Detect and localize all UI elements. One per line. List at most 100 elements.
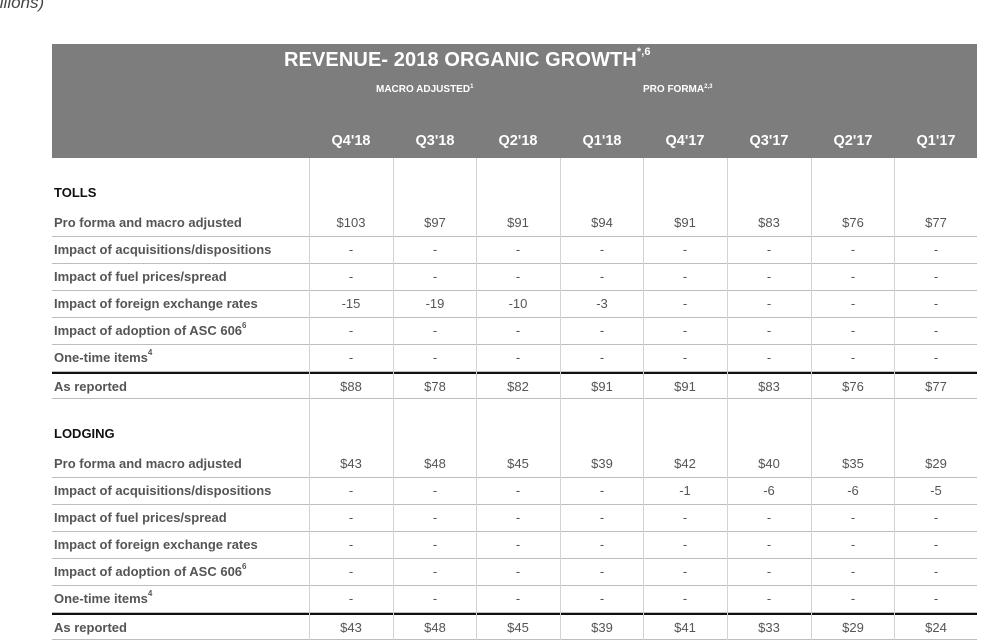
table-row: Impact of acquisitions/dispositions - - - - -… [52,478,977,505]
table-cell: - [348,564,354,579]
pro-forma-sup: 2,3 [704,84,713,90]
table-cell: - [515,483,521,498]
table-cell: $33 [758,620,780,635]
macro-label: MACRO ADJUSTED [376,84,471,95]
quarter-header: Q4'18 [331,133,371,149]
table-cell: - [432,269,438,284]
table-cell: -6 [763,483,775,498]
table-cell: - [515,242,521,257]
quarter-header: Q1'17 [916,133,956,149]
table-cell: $97 [424,215,446,230]
row-label-footnote: 6 [242,562,247,571]
table-cell: $83 [758,379,780,394]
table-row: Impact of adoption of ASC 6066 - - - - - - - - [52,318,977,345]
row-label-text: Impact of fuel prices/spread [54,269,227,284]
table-row: Impact of fuel prices/spread - - - - - - - - [52,505,977,532]
table-cell: - [850,242,856,257]
row-label-text: Impact of adoption of ASC 606 [54,323,243,338]
table-cell: - [515,510,521,525]
quarter-header: Q2'17 [833,133,873,149]
table-cell: $91 [507,215,529,230]
row-label-text: As reported [54,620,127,635]
table-cell: $24 [925,620,947,635]
units-note: illions) [0,0,45,12]
table-cell: - [348,537,354,552]
row-label-text: Pro forma and macro adjusted [54,456,242,471]
table-cell: - [682,296,688,311]
table-cell: $41 [674,620,696,635]
table-row: Pro forma and macro adjusted $43 $48 $45 $39… [52,451,977,478]
table-cell: - [766,296,772,311]
quarter-header: Q2'18 [498,133,538,149]
table-cell: $83 [758,215,780,230]
row-label-text: Impact of adoption of ASC 606 [54,564,243,579]
section-heading: LODGING [52,399,977,451]
row-label-text: As reported [54,379,127,394]
table-row: One-time items4 - - - - - - - - [52,345,977,372]
table-cell: - [682,510,688,525]
table-cell: - [933,510,939,525]
table-cell: - [766,350,772,365]
revenue-table: REVENUE- 2018 ORGANIC GROWTH*,6 MACRO AD… [52,44,977,640]
table-row: Impact of adoption of ASC 6066 - - - - - - - - [52,559,977,586]
table-cell: - [515,350,521,365]
table-cell: $78 [424,379,446,394]
table-cell: $29 [842,620,864,635]
quarter-header: Q4'17 [665,133,705,149]
table-cell: - [933,242,939,257]
table-cell: $91 [591,379,613,394]
row-label-text: Impact of foreign exchange rates [54,296,258,311]
table-cell: - [682,537,688,552]
row-label-text: Pro forma and macro adjusted [54,215,242,230]
table-cell: - [599,483,605,498]
table-cell: - [515,591,521,606]
row-label: Impact of adoption of ASC 6066 [54,562,247,579]
row-label: As reported [54,379,127,394]
row-label-text: One-time items [54,350,148,365]
row-label: One-time items4 [54,348,152,365]
table-cell: $91 [674,379,696,394]
table-cell: $76 [842,379,864,394]
table-cell: - [515,323,521,338]
table-cell: -15 [341,296,361,311]
table-cell: - [599,242,605,257]
table-row: Impact of foreign exchange rates - - - - - - - - [52,532,977,559]
pro-forma-label: PRO FORMA [643,84,705,95]
table-cell: - [933,350,939,365]
table-title: REVENUE- 2018 ORGANIC GROWTH*,6 [284,46,651,72]
table-cell: - [348,323,354,338]
column-divider [894,158,895,640]
table-cell: - [682,242,688,257]
row-label: Impact of adoption of ASC 6066 [54,321,246,338]
table-cell: - [599,269,605,284]
table-cell: -3 [596,296,608,311]
column-divider [560,158,561,640]
table-cell: - [850,537,856,552]
row-label: Impact of acquisitions/dispositions [54,242,271,257]
row-label-text: Impact of fuel prices/spread [54,510,227,525]
column-divider [811,158,812,640]
table-cell: - [432,242,438,257]
table-cell: - [432,564,438,579]
table-cell: - [766,242,772,257]
table-cell: - [432,510,438,525]
table-cell: $77 [925,215,947,230]
table-header: REVENUE- 2018 ORGANIC GROWTH*,6 MACRO AD… [52,44,977,158]
table-cell: - [599,350,605,365]
column-divider [476,158,477,640]
table-cell: - [682,591,688,606]
table-cell: -19 [425,296,445,311]
row-label: One-time items4 [54,589,152,606]
table-cell: $88 [340,379,362,394]
table-cell: - [766,269,772,284]
table-cell: - [515,564,521,579]
table-cell: $39 [591,620,613,635]
table-cell: $103 [336,215,366,230]
table-cell: $94 [591,215,613,230]
table-cell: $48 [424,456,446,471]
table-cell: - [933,591,939,606]
table-body: TOLLS Pro forma and macro adjusted $103 $97… [52,158,977,640]
column-divider [309,158,310,640]
row-label-text: Impact of acquisitions/dispositions [54,242,272,257]
table-cell: $45 [507,620,529,635]
